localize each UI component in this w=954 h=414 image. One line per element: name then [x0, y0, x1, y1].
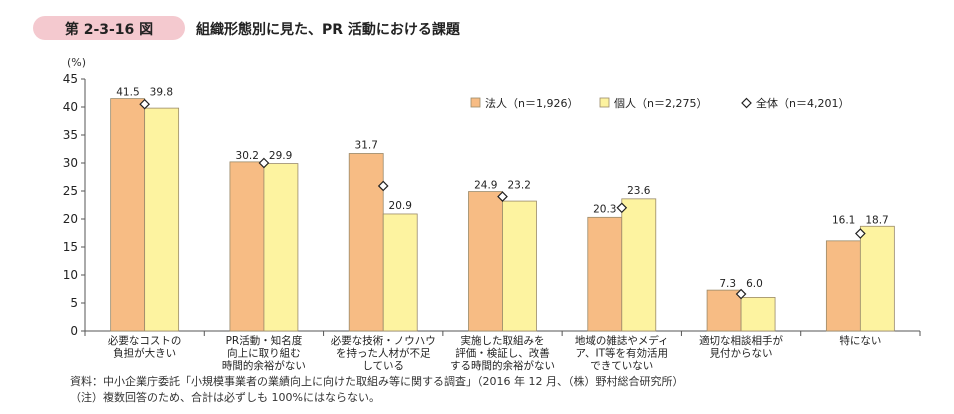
category-label: する時間的余裕がない [450, 359, 555, 372]
category-label: 地域の雑誌やメディ [575, 334, 669, 347]
category-label: 負担が大きい [113, 347, 176, 360]
legend-label: 全体（n＝4,201） [756, 96, 849, 110]
bar [144, 107, 180, 332]
overall-marker [139, 98, 150, 110]
bar [502, 200, 537, 332]
bar [825, 240, 861, 332]
legend-swatch [741, 97, 752, 109]
bar [740, 296, 776, 332]
data-label: 7.3 [719, 278, 736, 290]
category-label: 必要なコストの [108, 334, 182, 347]
overall-marker [735, 288, 747, 300]
overall-marker [616, 202, 628, 214]
data-label: 30.2 [236, 150, 259, 162]
bar [110, 98, 146, 332]
data-label: 41.5 [116, 87, 139, 99]
category-label: 時間的余裕がない [222, 359, 306, 372]
data-label: 16.1 [832, 214, 855, 226]
legend-label: 個人（n＝2,275） [614, 97, 707, 110]
legend-swatch [599, 97, 610, 108]
bar [382, 213, 418, 332]
data-label: 6.0 [746, 278, 763, 290]
figure-number: 第 2-3-16 図 [64, 22, 154, 38]
y-axis-label: (%) [67, 56, 86, 69]
data-label: 39.8 [150, 87, 173, 99]
data-label: 20.3 [593, 203, 616, 215]
bar [587, 216, 623, 332]
data-label: 18.7 [865, 214, 888, 226]
category-label: 実施した取組みを [461, 334, 545, 347]
footnote: （注）複数回答のため、合計は必ずしも 100%にはならない。 [70, 391, 380, 404]
bar [348, 153, 384, 332]
y-tick-label: 25 [63, 184, 78, 198]
y-tick-label: 20 [63, 212, 78, 226]
bar [263, 163, 299, 332]
figure-title: 組織形態別に見た、PR 活動における課題 [196, 22, 460, 38]
y-tick-label: 30 [63, 156, 78, 170]
data-label: 20.9 [389, 200, 412, 212]
data-label: 24.9 [474, 180, 497, 192]
source-note: 資料：中小企業庁委託「小規模事業者の業績向上に向けた取組み等に関する調査」（20… [70, 375, 684, 388]
bar [621, 198, 657, 332]
y-tick-label: 40 [63, 100, 78, 114]
category-label: を持った人材が不足 [336, 347, 431, 360]
y-tick-label: 0 [70, 324, 78, 338]
legend-swatch [470, 97, 481, 108]
category-label: 向上に取り組む [227, 347, 301, 360]
bar [706, 289, 742, 332]
data-label: 23.2 [508, 180, 531, 192]
data-label: 29.9 [269, 150, 292, 162]
overall-marker [258, 157, 270, 169]
y-tick-label: 35 [63, 128, 78, 142]
figure-number-badge: 第 2-3-16 図 [33, 16, 185, 40]
category-label: ア、IT等を有効活用 [576, 347, 668, 360]
category-label: 特にない [839, 335, 881, 347]
y-tick-label: 15 [63, 240, 78, 254]
category-label: 適切な相談相手が [699, 334, 783, 347]
bar [468, 191, 503, 332]
legend-label: 法人（n＝1,926） [485, 96, 578, 110]
data-label: 23.6 [627, 185, 651, 197]
y-tick-label: 45 [63, 72, 78, 86]
category-label: 評価・検証し、改善 [455, 347, 550, 360]
bar [859, 225, 895, 332]
y-tick-label: 10 [63, 268, 78, 282]
overall-marker [855, 228, 866, 239]
bar [229, 161, 265, 332]
category-label: 必要な技術・ノウハウ [331, 334, 436, 347]
category-label: できていない [590, 360, 653, 372]
y-tick-label: 5 [70, 296, 78, 310]
overall-marker [497, 191, 508, 202]
category-label: 見付からない [710, 347, 773, 360]
category-label: している [362, 360, 404, 372]
category-label: PR活動・知名度 [226, 334, 303, 347]
overall-marker [377, 180, 389, 192]
data-label: 31.7 [355, 139, 378, 151]
